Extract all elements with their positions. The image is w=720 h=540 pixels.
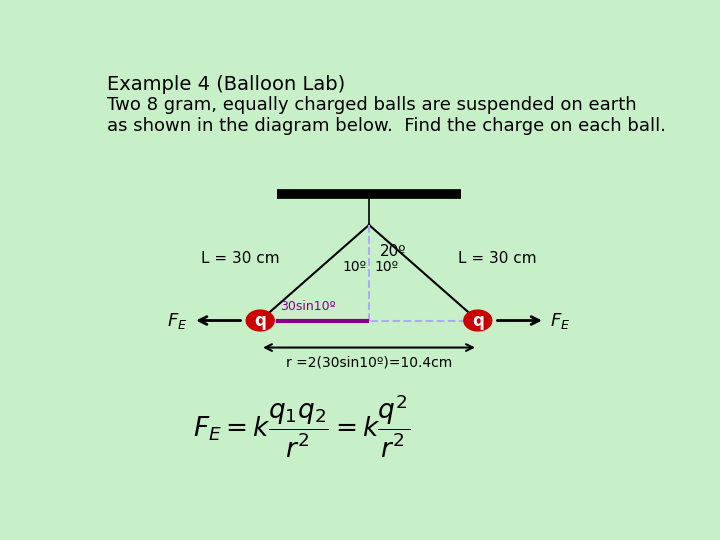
Text: $F_E$: $F_E$ (167, 310, 188, 330)
Text: $F_E = k\dfrac{q_1 q_2}{r^2} = k\dfrac{q^2}{r^2}$: $F_E = k\dfrac{q_1 q_2}{r^2} = k\dfrac{q… (194, 393, 410, 460)
Text: 10º: 10º (342, 260, 366, 274)
Text: Example 4 (Balloon Lab): Example 4 (Balloon Lab) (107, 75, 345, 94)
Text: as shown in the diagram below.  Find the charge on each ball.: as shown in the diagram below. Find the … (107, 117, 666, 135)
Text: 30sin10º: 30sin10º (280, 300, 336, 313)
Text: $F_E$: $F_E$ (550, 310, 571, 330)
Circle shape (246, 310, 274, 331)
Text: L = 30 cm: L = 30 cm (459, 251, 537, 266)
Text: 20º: 20º (380, 244, 407, 259)
Text: q: q (472, 312, 484, 329)
Circle shape (464, 310, 492, 331)
Text: 10º: 10º (374, 260, 399, 274)
Text: q: q (254, 312, 266, 329)
Text: r =2(30sin10º)=10.4cm: r =2(30sin10º)=10.4cm (286, 355, 452, 369)
Text: Two 8 gram, equally charged balls are suspended on earth: Two 8 gram, equally charged balls are su… (107, 96, 636, 114)
Text: L = 30 cm: L = 30 cm (201, 251, 280, 266)
